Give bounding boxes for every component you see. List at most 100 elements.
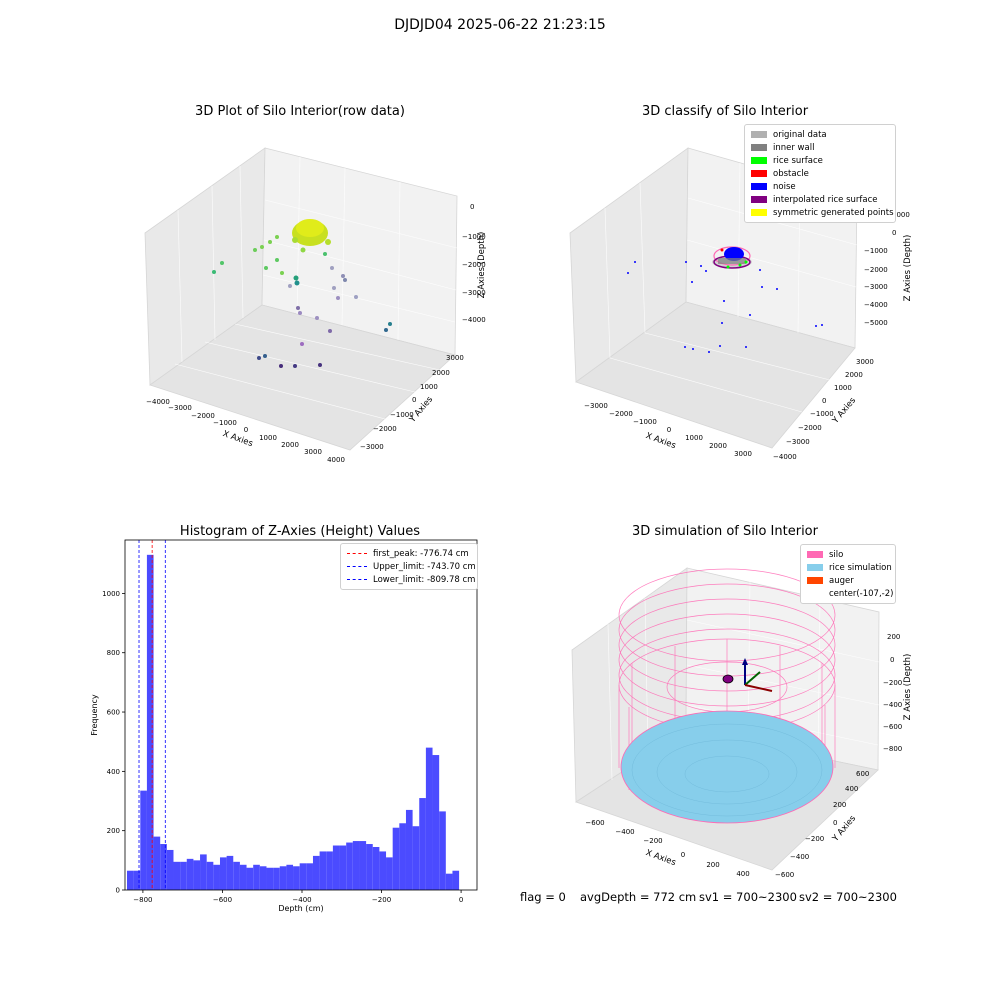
sim-y-label: Y Axies	[830, 813, 858, 844]
classify-z-tick: −3000	[864, 283, 888, 291]
sim-z-tick: −400	[883, 701, 902, 709]
raw-point-cluster	[296, 219, 324, 237]
classify-y-tick: 1000	[834, 384, 852, 392]
raw-point	[332, 286, 336, 290]
classify-noise	[815, 325, 817, 327]
histogram-frame	[124, 539, 478, 891]
classify-noise	[627, 272, 629, 274]
classify-z-tick: 1000	[892, 211, 910, 219]
classify-z-tick: −2000	[864, 266, 888, 274]
raw-3d-axes	[144, 147, 458, 451]
sim-x-tick: 400	[736, 870, 749, 878]
raw-z-tick: 0	[470, 203, 474, 211]
raw-y-tick: −1000	[390, 411, 414, 419]
center-x-arrow	[744, 684, 773, 692]
histogram-bar	[146, 554, 154, 890]
classify-legend-item: inner wall	[751, 141, 889, 154]
histogram-legend-item: Lower_limit: -809.78 cm	[347, 573, 475, 586]
simulation-legend-item: center(-107,-2)	[829, 588, 894, 599]
histogram-bar	[193, 860, 201, 890]
raw-3d-plot: −4000 −3000 −2000 −1000 0 1000 2000 3000…	[144, 147, 487, 464]
histogram-bar	[200, 854, 207, 890]
classify-noise	[723, 300, 725, 302]
sim-x-tick: −200	[643, 837, 662, 845]
histogram-bar	[166, 849, 174, 890]
histogram-x-label: Depth (cm)	[278, 904, 323, 913]
classify-y-tick: −1000	[810, 410, 834, 418]
raw-point	[296, 306, 300, 310]
raw-point	[293, 275, 299, 281]
histogram-bar	[186, 858, 194, 890]
classify-rice-surface	[726, 265, 730, 269]
classify-noise	[708, 351, 710, 353]
classify-noise	[776, 288, 778, 290]
histogram-bar	[140, 790, 147, 890]
histogram-x-tick-label: 0	[459, 896, 463, 904]
rice-surface-ellipse	[620, 710, 834, 824]
status-flag: flag = 0	[520, 890, 566, 904]
classify-z-tick: −4000	[864, 301, 888, 309]
histogram-bars	[126, 554, 460, 890]
histogram-bar	[326, 851, 333, 890]
raw-point	[260, 245, 264, 249]
histogram-bar	[153, 836, 161, 890]
rice-surface-contour	[631, 723, 823, 817]
raw-point	[343, 278, 347, 282]
classify-obstacle	[720, 248, 724, 252]
raw-y-tick: −3000	[360, 443, 384, 451]
raw-point	[294, 280, 300, 286]
raw-x-tick: −1000	[213, 419, 237, 427]
raw-point	[354, 295, 358, 299]
rice-simulation-surface	[620, 710, 834, 824]
histogram-bar	[332, 845, 340, 890]
classify-legend-item: noise	[751, 180, 889, 193]
histogram-x-tick-label: −200	[372, 896, 391, 904]
classify-noise	[761, 286, 763, 288]
raw-x-tick: 2000	[281, 441, 299, 449]
simulation-legend: silo rice simulation auger center(-107,-…	[800, 544, 896, 604]
raw-z-tick: −2000	[462, 261, 486, 269]
histogram-bar	[219, 857, 227, 890]
center-y-arrow	[744, 671, 761, 686]
simulation-legend-item: silo	[807, 548, 889, 561]
simulation-legend-item: auger	[807, 574, 889, 587]
rice-surface-contour	[684, 755, 770, 793]
histogram-bar	[259, 866, 267, 890]
histogram-x-tick-label: −600	[213, 896, 232, 904]
histogram-y-tick-label: 1000	[102, 590, 120, 598]
simulation-3d-plot: −600 −400 −200 0 200 400 −600 −400 −200 …	[571, 567, 913, 879]
sim-y-tick: 400	[845, 785, 858, 793]
raw-point	[220, 261, 224, 265]
histogram-bar	[366, 844, 373, 890]
status-sv2: sv2 = 700~2300	[799, 890, 897, 904]
raw-point	[315, 316, 319, 320]
raw-points	[212, 219, 392, 368]
histogram-bar	[133, 870, 141, 890]
histogram-y-tick-label: 600	[107, 709, 120, 717]
classify-noise	[749, 314, 751, 316]
raw-point	[384, 328, 388, 332]
raw-point	[298, 311, 302, 315]
sim-y-tick: 600	[856, 770, 869, 778]
classify-noise	[685, 261, 687, 263]
raw-point	[268, 240, 272, 244]
classify-rice-surface	[744, 260, 748, 264]
histogram-bar	[392, 827, 400, 890]
histogram-legend: first_peak: -776.74 cm Upper_limit: -743…	[340, 543, 478, 590]
classify-legend-item: interpolated rice surface	[751, 193, 889, 206]
classify-x-label: X Axies	[644, 431, 677, 451]
raw-point	[388, 322, 392, 326]
status-sv1: sv1 = 700~2300	[699, 890, 797, 904]
sim-y-tick: −400	[790, 853, 809, 861]
sim-z-label: Z Axies (Depth)	[903, 654, 913, 721]
histogram-bar	[445, 873, 453, 890]
classify-y-tick: 3000	[856, 358, 874, 366]
classify-noise	[721, 322, 723, 324]
raw-x-tick: −4000	[146, 398, 170, 406]
raw-point	[264, 266, 268, 270]
histogram-bar	[319, 851, 327, 890]
classify-noise	[719, 345, 721, 347]
histogram-bar	[439, 811, 446, 890]
raw-point	[323, 252, 327, 256]
sim-z-tick: 200	[887, 633, 900, 641]
